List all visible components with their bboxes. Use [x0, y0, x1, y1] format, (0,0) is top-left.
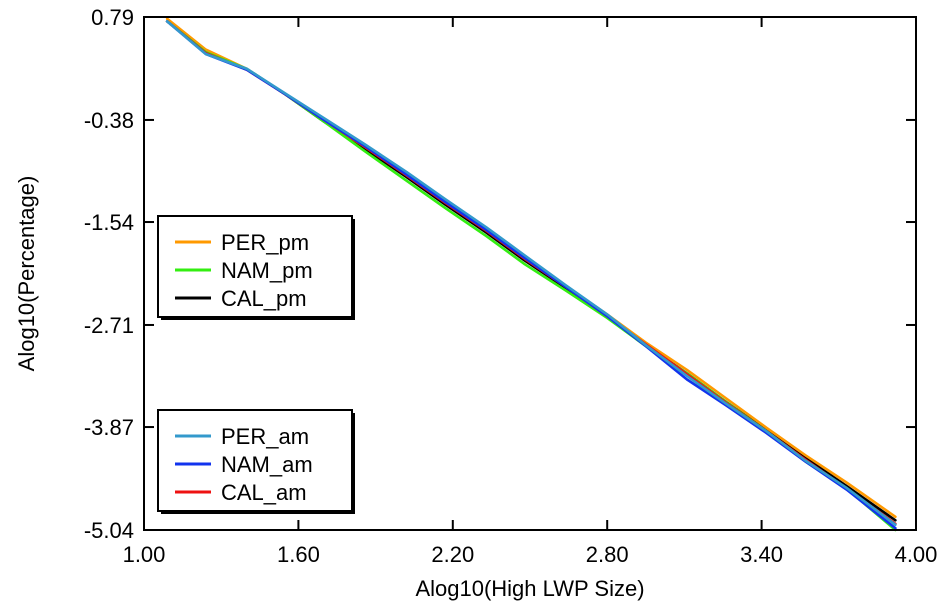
series-line-per-am: [165, 20, 897, 527]
legend-frame: [157, 215, 353, 318]
legend-box-2: PER_am NAM_am CAL_am: [157, 409, 355, 514]
ticks-layer: 1.00 1.60 2.20 2.80 3.40 4.00 0.79 -0.38 -1.54 -2…: [84, 5, 938, 567]
legend-label-cal-am: CAL_am: [221, 480, 307, 505]
x-tick-label: 2.80: [586, 542, 629, 567]
x-tick-label: 1.60: [277, 542, 320, 567]
y-tick-label: -2.71: [84, 313, 134, 338]
legend-label-nam-am: NAM_am: [221, 452, 313, 477]
legend-label-per-pm: PER_pm: [221, 230, 309, 255]
x-axis-label: Alog10(High LWP Size): [415, 576, 644, 601]
y-tick-label: 0.79: [91, 5, 134, 30]
y-tick-label: -5.04: [84, 518, 134, 543]
y-tick-label: -3.87: [84, 415, 134, 440]
series-layer: [165, 17, 897, 532]
x-tick-label: 3.40: [740, 542, 783, 567]
legend-box-1: PER_pm NAM_pm CAL_pm: [157, 215, 355, 320]
legend-layer: PER_pm NAM_pm CAL_pm PER_am NAM_am CAL_am: [157, 215, 355, 514]
x-tick-label: 2.20: [431, 542, 474, 567]
legend-label-nam-pm: NAM_pm: [221, 258, 313, 283]
legend-label-per-am: PER_am: [221, 424, 309, 449]
x-tick-label: 4.00: [895, 542, 938, 567]
legend-label-cal-pm: CAL_pm: [221, 286, 307, 311]
x-tick-label: 1.00: [123, 542, 166, 567]
y-tick-label: -1.54: [84, 210, 134, 235]
plot-frame: [143, 16, 917, 531]
legend-frame: [157, 409, 353, 512]
y-tick-label: -0.38: [84, 108, 134, 133]
y-axis-label: Alog10(Percentage): [14, 176, 39, 372]
